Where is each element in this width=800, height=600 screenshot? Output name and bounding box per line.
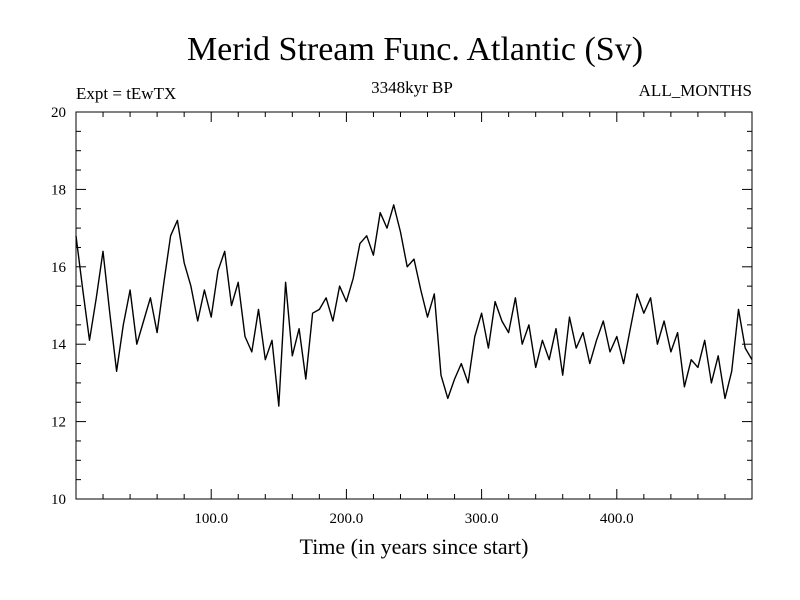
plot-frame (75, 111, 753, 500)
x-tick-label: 200.0 (330, 511, 364, 527)
y-tick-label: 20 (51, 105, 66, 121)
x-axis-label: Time (in years since start) (299, 534, 529, 559)
y-tick-label: 12 (51, 415, 66, 431)
y-tick-label: 14 (51, 337, 67, 353)
minor-ticks (76, 112, 752, 499)
y-tick-label: 10 (51, 492, 66, 508)
y-tick-label: 16 (51, 260, 67, 276)
months-label: ALL_MONTHS (638, 81, 752, 100)
y-tick-label: 18 (51, 182, 66, 198)
x-axis: 100.0 200.0 300.0 400.0 (194, 511, 633, 527)
x-tick-label: 300.0 (465, 511, 499, 527)
x-tick-label: 400.0 (600, 511, 634, 527)
series-line (75, 204, 753, 407)
series-layer (75, 204, 753, 407)
chart-subtitle: 3348kyr BP (371, 78, 453, 97)
experiment-label: Expt = tEwTX (76, 84, 177, 103)
y-axis: 10 12 14 16 18 20 (51, 105, 67, 508)
chart-title: Merid Stream Func. Atlantic (Sv) (186, 31, 644, 68)
x-tick-label: 100.0 (194, 511, 228, 527)
